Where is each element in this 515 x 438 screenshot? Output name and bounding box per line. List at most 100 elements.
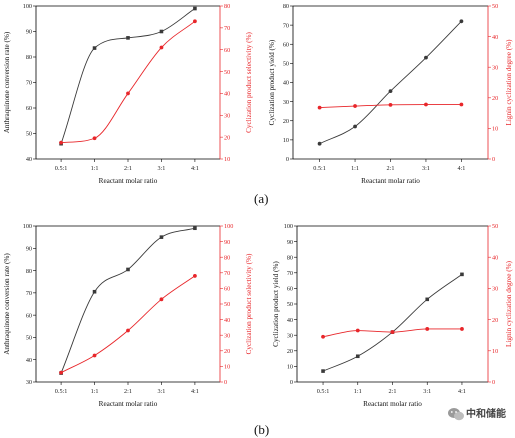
chart-b-right: 0 10 20 30 40 50 60 70 80 90 100 0 10 20 30 40 50 0.5:1 1:… [272,223,513,408]
y-tick-label: 70 [283,22,289,29]
y-tick-label: 40 [283,80,289,87]
data-point [193,274,197,278]
data-point [126,91,130,96]
data-point [126,267,130,272]
y-tick-label: 80 [26,268,32,275]
x-tick-label: 2:1 [389,388,397,395]
y-tick-label: 60 [283,41,289,48]
y-right-tick-label: 0 [492,379,495,386]
data-point [159,235,164,239]
y-right-tick-label: 10 [224,364,230,371]
data-point [59,140,63,145]
x-tick-label: 1:1 [91,165,99,172]
y-tick-label: 70 [26,80,32,87]
panel-label-b: (b) [254,422,269,437]
x-tick-label: 0.5:1 [313,165,326,172]
data-point [321,369,325,373]
y-right-tick-label: 50 [492,223,498,230]
y-right-tick-label: 0 [224,379,227,386]
series-left-line [60,227,196,374]
data-point [425,327,430,331]
y-right-tick-label: 20 [224,348,230,355]
y-right-tick-label: 50 [492,3,498,10]
series-right-line [60,275,196,374]
data-point [459,19,464,24]
data-point [459,102,464,107]
y-tick-label: 20 [287,348,293,355]
y-axis-title: Cyclization product yield (%) [272,261,280,347]
y-tick-label: 20 [283,118,289,125]
x-tick-label: 4:1 [457,165,465,172]
data-point [59,370,63,375]
y-right-axis-title: Cyclization product selectivity (%) [245,253,253,354]
x-tick-label: 2:1 [124,388,132,395]
x-tick-label: 4:1 [458,388,466,395]
x-tick-label: 3:1 [423,388,431,395]
y-tick-label: 100 [284,223,293,230]
y-tick-label: 30 [26,379,32,386]
y-tick-label: 70 [287,270,293,277]
y-right-tick-label: 50 [224,69,230,76]
x-tick-label: 1:1 [91,388,99,395]
data-point [126,328,130,333]
x-tick-label: 1:1 [354,388,362,395]
y-tick-label: 10 [287,364,293,371]
data-point [424,55,428,60]
data-point [159,297,164,302]
series-left-line [319,20,462,145]
x-tick-label: 0.5:1 [55,388,68,395]
y-tick-label: 40 [26,357,32,364]
y-tick-label: 90 [26,29,32,36]
y-tick-label: 90 [26,245,32,252]
y-right-axis-title: Lignin cyclization degree (%) [505,260,513,347]
data-point [353,104,357,108]
data-point [424,102,428,107]
x-axis-title: Reactant molar ratio [99,177,158,185]
y-tick-label: 80 [26,54,32,61]
y-tick-label: 100 [23,223,32,230]
y-axis-title: Cyclization product yield (%) [268,39,276,125]
y-tick-label: 80 [283,3,289,10]
y-right-tick-label: 30 [224,112,230,119]
x-tick-label: 4:1 [191,165,199,172]
y-right-tick-label: 30 [492,286,498,293]
x-tick-label: 3:1 [422,165,430,172]
y-tick-label: 100 [23,3,32,10]
y-right-tick-label: 60 [224,286,230,293]
y-tick-label: 0 [290,379,293,386]
data-point [390,330,395,334]
x-tick-label: 0.5:1 [55,165,68,172]
y-axis-title: Anthraquinone conversion rate (%) [3,253,11,355]
data-point [317,105,322,110]
y-right-tick-label: 80 [224,254,230,261]
chart-a-right: 0 10 20 30 40 50 60 70 80 0 10 20 30 40 50 0.5:1 1:1 2:1 3… [268,3,513,185]
y-right-tick-label: 40 [492,254,498,261]
data-point [193,226,197,231]
y-right-tick-label: 30 [492,64,498,71]
y-right-tick-label: 20 [224,134,230,141]
y-right-tick-label: 40 [224,317,230,324]
watermark: 中和储能 [448,407,506,421]
data-point [92,353,97,358]
panel-label-a: (a) [254,191,268,206]
series-left-line [60,8,196,144]
x-tick-label: 3:1 [157,388,165,395]
data-point [388,102,393,107]
x-tick-label: 2:1 [124,165,132,172]
x-axis-title: Reactant molar ratio [99,400,158,408]
y-tick-label: 60 [287,286,293,293]
data-point [193,19,197,24]
y-tick-label: 0 [286,156,289,163]
y-tick-label: 30 [287,332,293,339]
y-tick-label: 80 [287,254,293,261]
y-right-tick-label: 30 [224,332,230,339]
y-right-axis-title: Cyclization product selectivity (%) [245,31,253,132]
y-right-tick-label: 40 [224,91,230,98]
data-point [355,328,360,333]
y-right-tick-label: 50 [224,301,230,308]
data-point [353,124,357,129]
x-tick-label: 1:1 [351,165,359,172]
chart-a-left: 40 50 60 70 80 90 100 10 20 30 40 50 60 70 80 0.5:1 1:1 2… [3,3,253,185]
data-point [92,46,97,50]
